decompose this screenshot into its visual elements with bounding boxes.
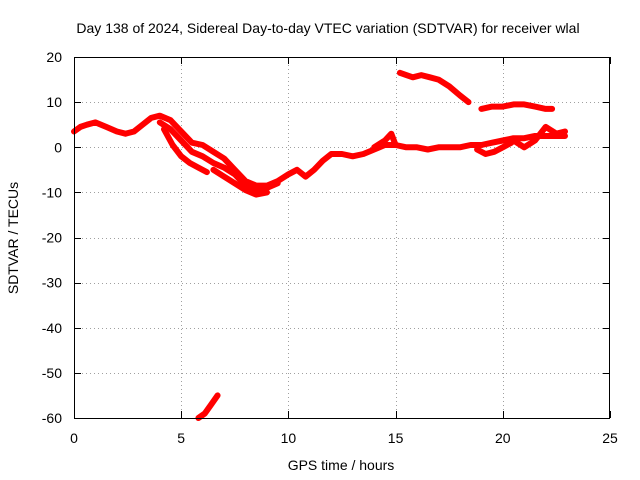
- x-tick-label: 20: [495, 430, 511, 446]
- x-axis-label: GPS time / hours: [288, 457, 395, 473]
- x-tick-label: 15: [388, 430, 404, 446]
- y-tick-labels: 20 10 0 -10 -20 -30 -40 -50 -60: [42, 49, 62, 426]
- y-tick-label: 0: [54, 139, 62, 155]
- x-tick-label: 0: [70, 430, 78, 446]
- series-bottom-arc: [195, 392, 221, 421]
- series-lower-branch-c: [210, 166, 270, 198]
- y-tick-label: -50: [42, 365, 62, 381]
- series-dip-19-20: [474, 139, 515, 157]
- y-tick-label: -40: [42, 320, 62, 336]
- x-tick-label: 25: [602, 430, 618, 446]
- axis-ticks: [74, 57, 611, 419]
- y-tick-label: 10: [46, 94, 62, 110]
- y-axis-label: SDTVAR / TECUs: [5, 182, 21, 294]
- y-tick-label: -20: [42, 230, 62, 246]
- series-spike-15: [371, 130, 399, 151]
- y-tick-label: -60: [42, 410, 62, 426]
- series-upper-arc-1: [396, 69, 472, 106]
- data-series-group: [71, 69, 568, 421]
- y-tick-label: -30: [42, 275, 62, 291]
- grid: [74, 57, 610, 418]
- y-tick-label: 20: [46, 49, 62, 65]
- series-late-branch: [510, 123, 568, 151]
- chart-title: Day 138 of 2024, Sidereal Day-to-day VTE…: [76, 20, 579, 36]
- y-tick-label: -10: [42, 184, 62, 200]
- x-tick-label: 10: [281, 430, 297, 446]
- x-tick-labels: 0 5 10 15 20 25: [70, 430, 618, 446]
- series-upper-arc-2: [478, 101, 556, 112]
- series-lower-branch-a: [156, 119, 281, 194]
- x-tick-label: 5: [177, 430, 185, 446]
- series-main-band: [71, 112, 568, 189]
- series-lower-branch-b: [161, 126, 210, 176]
